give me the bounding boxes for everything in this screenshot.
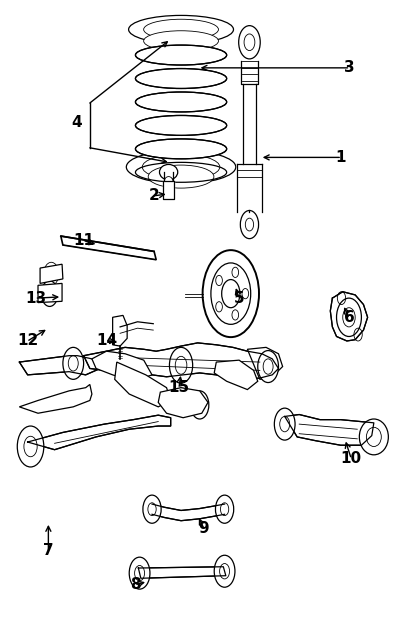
Text: 10: 10 [340, 451, 362, 465]
Polygon shape [237, 164, 262, 212]
Text: 7: 7 [43, 544, 54, 558]
Ellipse shape [159, 165, 178, 179]
Ellipse shape [169, 347, 193, 383]
Polygon shape [139, 567, 226, 578]
Ellipse shape [359, 419, 389, 455]
Ellipse shape [17, 426, 44, 467]
Text: 4: 4 [71, 115, 82, 129]
Ellipse shape [144, 19, 218, 40]
Polygon shape [38, 283, 62, 303]
Ellipse shape [136, 115, 227, 135]
Ellipse shape [274, 408, 295, 440]
Polygon shape [115, 362, 171, 407]
Ellipse shape [148, 165, 214, 188]
Ellipse shape [136, 92, 227, 112]
Ellipse shape [126, 151, 236, 183]
Text: 8: 8 [130, 577, 141, 592]
Polygon shape [84, 343, 278, 379]
Text: 15: 15 [168, 380, 190, 395]
Ellipse shape [136, 162, 227, 182]
Ellipse shape [143, 495, 161, 523]
Text: 11: 11 [73, 233, 94, 248]
Ellipse shape [215, 495, 234, 523]
Text: 1: 1 [335, 150, 346, 165]
Ellipse shape [136, 45, 227, 65]
Polygon shape [330, 292, 368, 341]
Ellipse shape [240, 210, 259, 238]
Text: 5: 5 [234, 290, 245, 306]
Text: 9: 9 [198, 521, 209, 536]
Polygon shape [285, 415, 374, 445]
Text: 2: 2 [149, 188, 159, 203]
Polygon shape [20, 385, 92, 413]
Polygon shape [27, 415, 171, 450]
Ellipse shape [41, 281, 58, 306]
Ellipse shape [136, 69, 227, 88]
Ellipse shape [164, 176, 173, 185]
Ellipse shape [172, 388, 190, 417]
Polygon shape [40, 264, 63, 283]
Text: 13: 13 [25, 290, 47, 306]
Text: 6: 6 [344, 310, 354, 325]
Text: 12: 12 [17, 333, 38, 349]
Ellipse shape [63, 347, 84, 379]
Text: 14: 14 [96, 333, 117, 349]
Polygon shape [158, 388, 208, 418]
Polygon shape [61, 236, 156, 260]
Ellipse shape [258, 351, 278, 383]
Ellipse shape [203, 250, 259, 337]
Ellipse shape [191, 391, 209, 419]
Ellipse shape [337, 298, 362, 337]
Ellipse shape [239, 26, 260, 59]
Polygon shape [241, 62, 258, 84]
Ellipse shape [144, 31, 218, 51]
Ellipse shape [214, 555, 235, 587]
Ellipse shape [129, 557, 150, 589]
Polygon shape [152, 504, 225, 520]
Ellipse shape [129, 15, 233, 44]
Polygon shape [248, 347, 282, 379]
Ellipse shape [136, 139, 227, 159]
Polygon shape [243, 84, 256, 164]
Polygon shape [214, 360, 258, 390]
Text: 3: 3 [344, 60, 354, 76]
Polygon shape [113, 315, 127, 346]
Polygon shape [92, 351, 152, 381]
Polygon shape [163, 181, 174, 199]
Polygon shape [20, 356, 100, 375]
